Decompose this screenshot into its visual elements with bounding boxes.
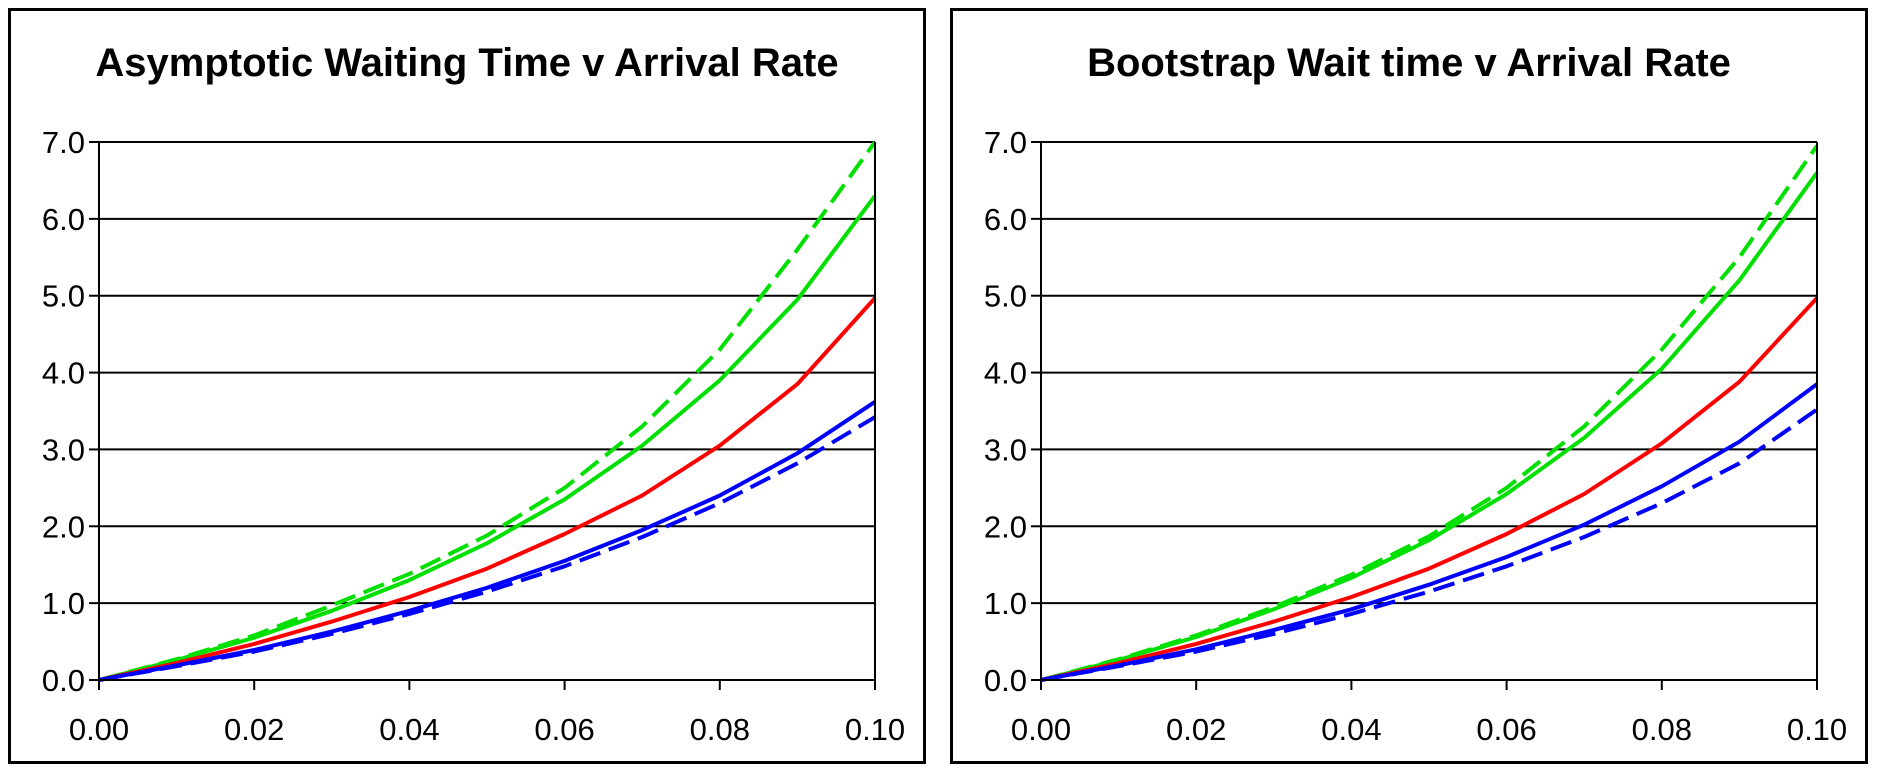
chart-svg-asymptotic: Asymptotic Waiting Time v Arrival Rate 0… bbox=[42, 41, 905, 747]
x-tick-label: 0.08 bbox=[690, 712, 750, 747]
x-tick-labels: 0.00 0.02 0.04 0.06 0.08 0.10 bbox=[69, 712, 905, 747]
x-tick-label: 0.10 bbox=[845, 712, 905, 747]
series-line-green-solid bbox=[98, 194, 877, 682]
y-tick-label: 6.0 bbox=[984, 202, 1027, 237]
y-tick-label: 1.0 bbox=[42, 586, 85, 621]
x-tick-label: 0.00 bbox=[1011, 712, 1071, 747]
chart-panel-asymptotic: Asymptotic Waiting Time v Arrival Rate 0… bbox=[8, 8, 926, 764]
y-tick-label: 5.0 bbox=[42, 279, 85, 314]
y-tick-label: 4.0 bbox=[984, 356, 1027, 391]
gridlines bbox=[89, 141, 876, 690]
y-tick-label: 6.0 bbox=[42, 202, 85, 237]
series-line-green-dashed bbox=[98, 140, 877, 682]
x-tick-label: 0.04 bbox=[379, 712, 439, 747]
axes bbox=[1040, 142, 1818, 681]
chart-title: Bootstrap Wait time v Arrival Rate bbox=[1087, 41, 1731, 85]
x-tick-label: 0.08 bbox=[1632, 712, 1692, 747]
chart-title: Asymptotic Waiting Time v Arrival Rate bbox=[95, 41, 838, 85]
series-line-blue-dashed bbox=[1040, 407, 1819, 682]
y-tick-label: 0.0 bbox=[984, 663, 1027, 698]
x-tick-label: 0.02 bbox=[1166, 712, 1226, 747]
axes bbox=[98, 142, 876, 681]
chart-panel-bootstrap: Bootstrap Wait time v Arrival Rate 0.0 1.… bbox=[950, 8, 1868, 764]
series-line-blue-dashed bbox=[98, 415, 877, 682]
series-line-blue-solid bbox=[1040, 382, 1819, 682]
y-tick-label: 2.0 bbox=[984, 509, 1027, 544]
y-tick-labels: 0.0 1.0 2.0 3.0 4.0 5.0 6.0 7.0 bbox=[984, 125, 1027, 698]
y-tick-label: 7.0 bbox=[42, 125, 85, 160]
series-line-red-solid bbox=[1040, 296, 1819, 682]
series-line-blue-solid bbox=[98, 400, 877, 682]
series-group bbox=[98, 140, 877, 682]
series-line-red-solid bbox=[98, 296, 877, 682]
y-tick-label: 2.0 bbox=[42, 509, 85, 544]
chart-svg-bootstrap: Bootstrap Wait time v Arrival Rate 0.0 1.… bbox=[984, 41, 1847, 747]
y-tick-label: 0.0 bbox=[42, 663, 85, 698]
x-tick-label: 0.04 bbox=[1321, 712, 1381, 747]
x-tick-label: 0.02 bbox=[224, 712, 284, 747]
series-line-green-solid bbox=[1040, 171, 1819, 682]
series-group bbox=[1040, 144, 1819, 682]
y-tick-labels: 0.0 1.0 2.0 3.0 4.0 5.0 6.0 7.0 bbox=[42, 125, 85, 698]
x-tick-label: 0.00 bbox=[69, 712, 129, 747]
y-tick-label: 3.0 bbox=[984, 432, 1027, 467]
x-tick-label: 0.06 bbox=[534, 712, 594, 747]
y-tick-label: 4.0 bbox=[42, 356, 85, 391]
y-tick-label: 5.0 bbox=[984, 279, 1027, 314]
gridlines bbox=[1031, 141, 1818, 690]
x-tick-label: 0.10 bbox=[1787, 712, 1847, 747]
y-tick-label: 1.0 bbox=[984, 586, 1027, 621]
y-tick-label: 7.0 bbox=[984, 125, 1027, 160]
y-tick-label: 3.0 bbox=[42, 432, 85, 467]
x-tick-labels: 0.00 0.02 0.04 0.06 0.08 0.10 bbox=[1011, 712, 1847, 747]
x-tick-label: 0.06 bbox=[1476, 712, 1536, 747]
